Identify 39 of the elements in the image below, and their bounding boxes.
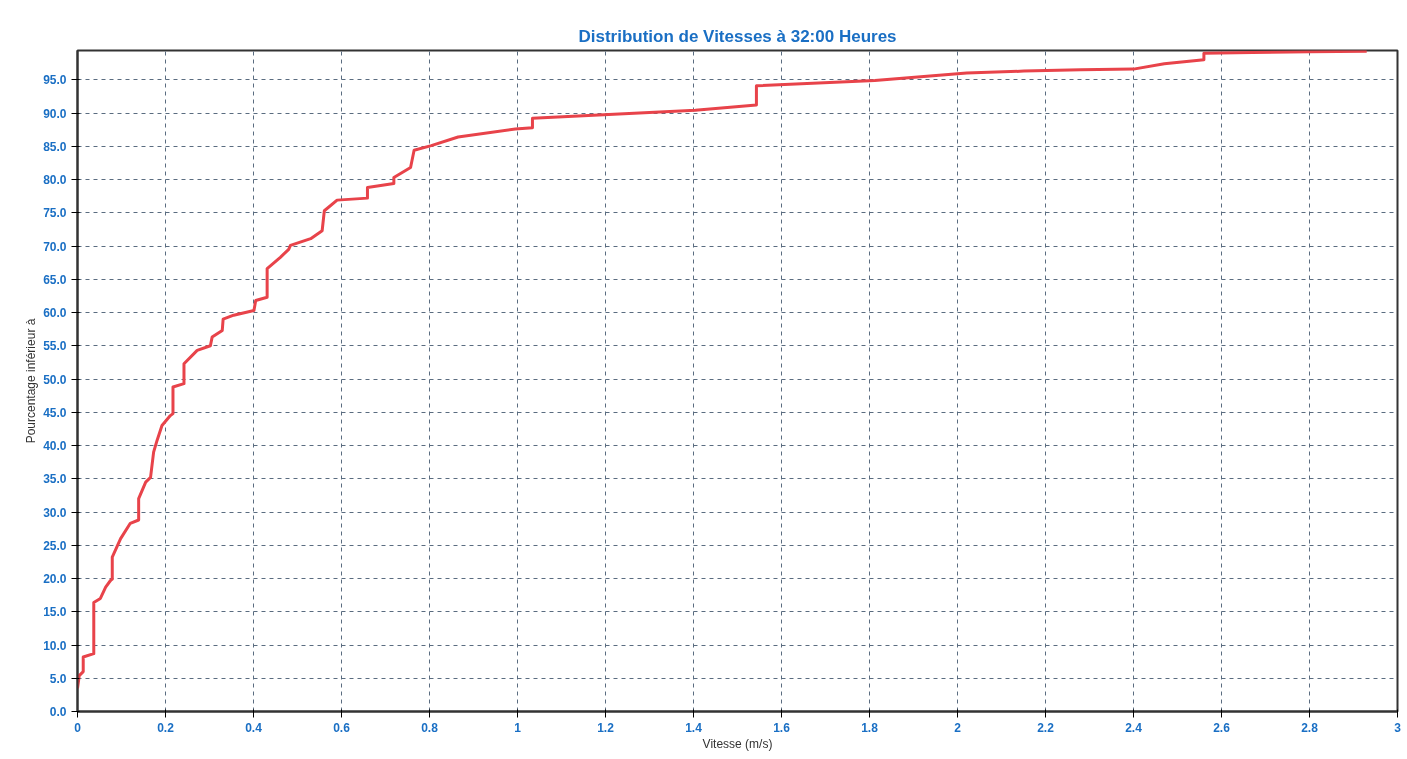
y-tick-label: 0.0 [49, 705, 67, 719]
x-tick-label: 2.4 [1125, 720, 1143, 735]
x-axis-title: Vitesse (m/s) [702, 736, 773, 751]
y-tick-label: 75.0 [43, 206, 67, 221]
y-tick-label: 35.0 [43, 472, 67, 487]
x-tick-label: 1.2 [597, 720, 615, 735]
x-tick-label: 2.2 [1037, 720, 1055, 735]
y-tick-label: 80.0 [43, 173, 67, 188]
x-tick-label: 1 [514, 720, 522, 735]
y-tick-label: 10.0 [43, 638, 67, 653]
y-tick-label: 70.0 [43, 239, 67, 254]
y-tick-label: 15.0 [43, 605, 67, 620]
x-tick-label: 1.8 [861, 720, 879, 735]
x-tick-label: 2 [954, 720, 962, 735]
x-tick-label: 2.8 [1301, 720, 1319, 735]
x-tick-label: 0.6 [333, 720, 351, 735]
y-tick-label: 65.0 [43, 272, 67, 287]
chart-title: Distribution de Vitesses à 32:00 Heures [578, 26, 897, 46]
x-tick-label: 0.2 [157, 720, 175, 735]
y-tick-label: 25.0 [43, 538, 67, 553]
x-tick-label: 0.4 [245, 720, 263, 735]
y-tick-label: 55.0 [43, 339, 67, 354]
y-tick-label: 5.0 [49, 671, 67, 686]
x-tick-label: 2.6 [1213, 720, 1231, 735]
y-tick-label: 40.0 [43, 439, 67, 453]
y-tick-label: 95.0 [43, 73, 67, 88]
y-tick-label: 45.0 [43, 405, 67, 420]
y-axis-title: Pourcentage inférieur à [24, 318, 39, 444]
x-tick-label: 1.4 [685, 720, 703, 735]
y-tick-label: 50.0 [43, 372, 67, 387]
x-tick-label: 1.6 [773, 720, 791, 735]
x-tick-label: 0.8 [421, 720, 439, 735]
x-tick-label: 3 [1394, 720, 1402, 735]
x-tick-label: 0 [74, 720, 82, 735]
y-tick-label: 85.0 [43, 139, 67, 154]
y-tick-label: 30.0 [43, 505, 67, 520]
y-tick-label: 60.0 [43, 306, 67, 321]
y-tick-label: 90.0 [43, 106, 67, 121]
y-tick-label: 20.0 [43, 572, 67, 586]
